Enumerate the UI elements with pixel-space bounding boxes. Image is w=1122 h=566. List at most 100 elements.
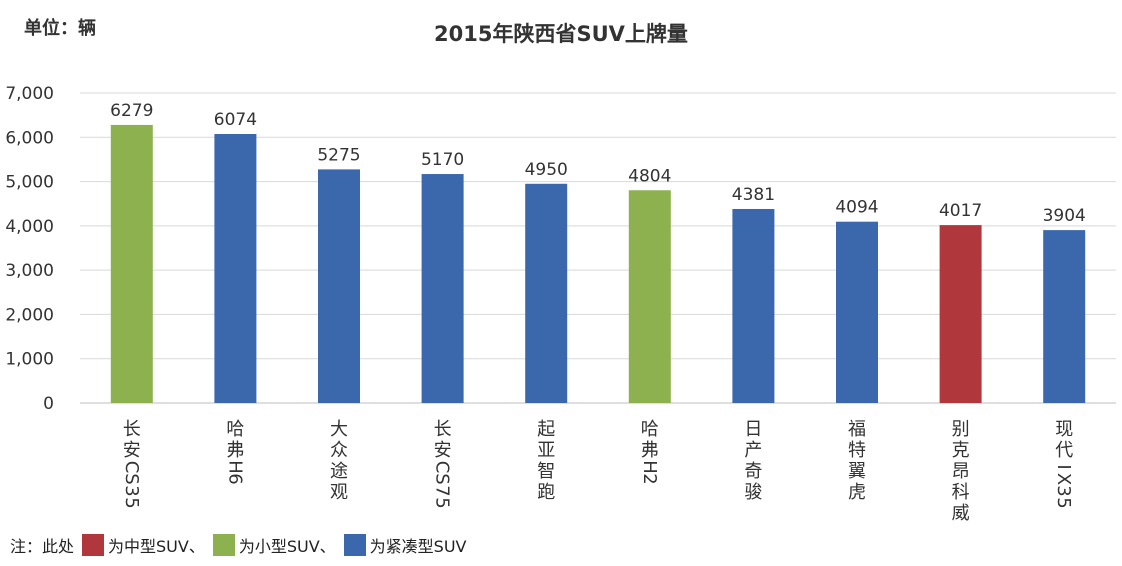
- y-axis-ticks: 0 1,000 2,000 3,000 4,000 5,000 6,000 7,000: [5, 84, 54, 414]
- y-tick-label: 6,000: [5, 128, 54, 148]
- category-char: 6: [224, 473, 245, 484]
- category-char: 长: [123, 419, 141, 440]
- bar: [318, 169, 360, 403]
- bar: [836, 221, 878, 403]
- category-char: 现: [1055, 419, 1073, 440]
- category-char: 观: [330, 482, 348, 503]
- unit-label: 单位：辆: [24, 18, 96, 39]
- category-char: 奇: [744, 461, 762, 482]
- category-char: S: [432, 473, 453, 484]
- data-label: 5275: [317, 145, 360, 165]
- category-char: 虎: [848, 482, 866, 503]
- bar: [1043, 230, 1086, 403]
- category-char: 科: [952, 482, 970, 503]
- bar: [939, 225, 982, 403]
- category-char: 翼: [848, 461, 866, 482]
- category-char: 特: [848, 440, 866, 461]
- data-labels: 6279 6074 5275 5170 4950 4804 4381 4094 4017 3904: [110, 101, 1086, 226]
- category-char: 产: [744, 440, 762, 461]
- category-char: 长: [434, 419, 452, 440]
- note-prefix: 注：此处: [10, 537, 75, 556]
- category-char: 昂: [952, 461, 970, 482]
- y-tick-label: 2,000: [5, 305, 54, 325]
- bar: [421, 174, 464, 403]
- category-char: 7: [432, 485, 453, 496]
- category-char: 亚: [537, 440, 555, 461]
- category-char: 跑: [537, 482, 555, 503]
- category-char: 3: [1053, 485, 1074, 496]
- category-char: 哈: [226, 419, 244, 440]
- category-char: 众: [330, 440, 348, 461]
- legend-label-compact: 为紧凑型SUV: [369, 537, 467, 556]
- bar: [110, 124, 153, 404]
- category-char: H: [639, 460, 660, 474]
- category-char: 骏: [744, 482, 762, 503]
- legend-swatch-mid: [82, 534, 105, 556]
- category-char: 5: [432, 497, 453, 508]
- bar: [628, 190, 671, 403]
- data-label: 4950: [525, 160, 568, 180]
- category-char: 3: [121, 485, 142, 496]
- data-label: 6279: [110, 101, 153, 121]
- data-label: 4017: [939, 201, 982, 221]
- category-char: 弗: [226, 440, 244, 461]
- bars: [110, 124, 1086, 404]
- legend-label-small: 为小型SUV、: [238, 537, 336, 556]
- data-label: 4094: [835, 198, 878, 218]
- y-tick-label: 1,000: [5, 350, 54, 370]
- category-char: X: [1053, 473, 1074, 485]
- category-char: 安: [434, 440, 452, 461]
- category-char: 克: [952, 440, 970, 461]
- category-char: H: [224, 460, 245, 474]
- bar: [732, 208, 775, 403]
- category-char: 哈: [641, 419, 659, 440]
- data-label: 4381: [732, 185, 775, 205]
- category-char: 智: [537, 461, 555, 482]
- data-label: 4804: [628, 166, 671, 186]
- category-char: 2: [639, 473, 660, 484]
- legend-label-mid: 为中型SUV、: [108, 537, 205, 556]
- bar: [525, 183, 568, 403]
- category-char: 别: [952, 419, 970, 440]
- category-char: 福: [848, 419, 866, 440]
- y-tick-label: 0: [43, 394, 54, 414]
- y-tick-label: 5,000: [5, 173, 54, 193]
- category-char: 弗: [641, 440, 659, 461]
- category-char: 威: [952, 503, 970, 524]
- category-char: C: [121, 461, 142, 474]
- bar: [214, 134, 257, 403]
- category-char: 大: [330, 419, 348, 440]
- legend-swatch-compact: [343, 534, 366, 556]
- y-tick-label: 3,000: [5, 261, 54, 281]
- category-char: 安: [123, 440, 141, 461]
- category-char: 起: [537, 419, 555, 440]
- data-label: 6074: [214, 110, 257, 130]
- category-char: 5: [1053, 497, 1074, 508]
- y-tick-label: 7,000: [5, 84, 54, 104]
- legend-swatch-small: [212, 534, 235, 556]
- y-tick-label: 4,000: [5, 217, 54, 237]
- legend-note: 注：此处 为中型SUV、 为小型SUV、 为紧凑型SUV: [10, 531, 467, 559]
- chart-title: 2015年陕西省SUV上牌量: [434, 22, 688, 46]
- category-char: 途: [330, 461, 348, 482]
- category-char: 日: [744, 419, 762, 440]
- x-axis-categories: 长安CS35哈弗H6大众途观长安CS75起亚智跑哈弗H2日产奇骏福特翼虎别克昂科…: [121, 419, 1074, 524]
- data-label: 3904: [1043, 206, 1086, 226]
- data-label: 5170: [421, 150, 464, 170]
- category-char: 代: [1055, 440, 1073, 461]
- category-char: S: [121, 473, 142, 484]
- category-char: 5: [121, 497, 142, 508]
- category-char: I: [1053, 464, 1074, 469]
- category-char: C: [432, 461, 453, 474]
